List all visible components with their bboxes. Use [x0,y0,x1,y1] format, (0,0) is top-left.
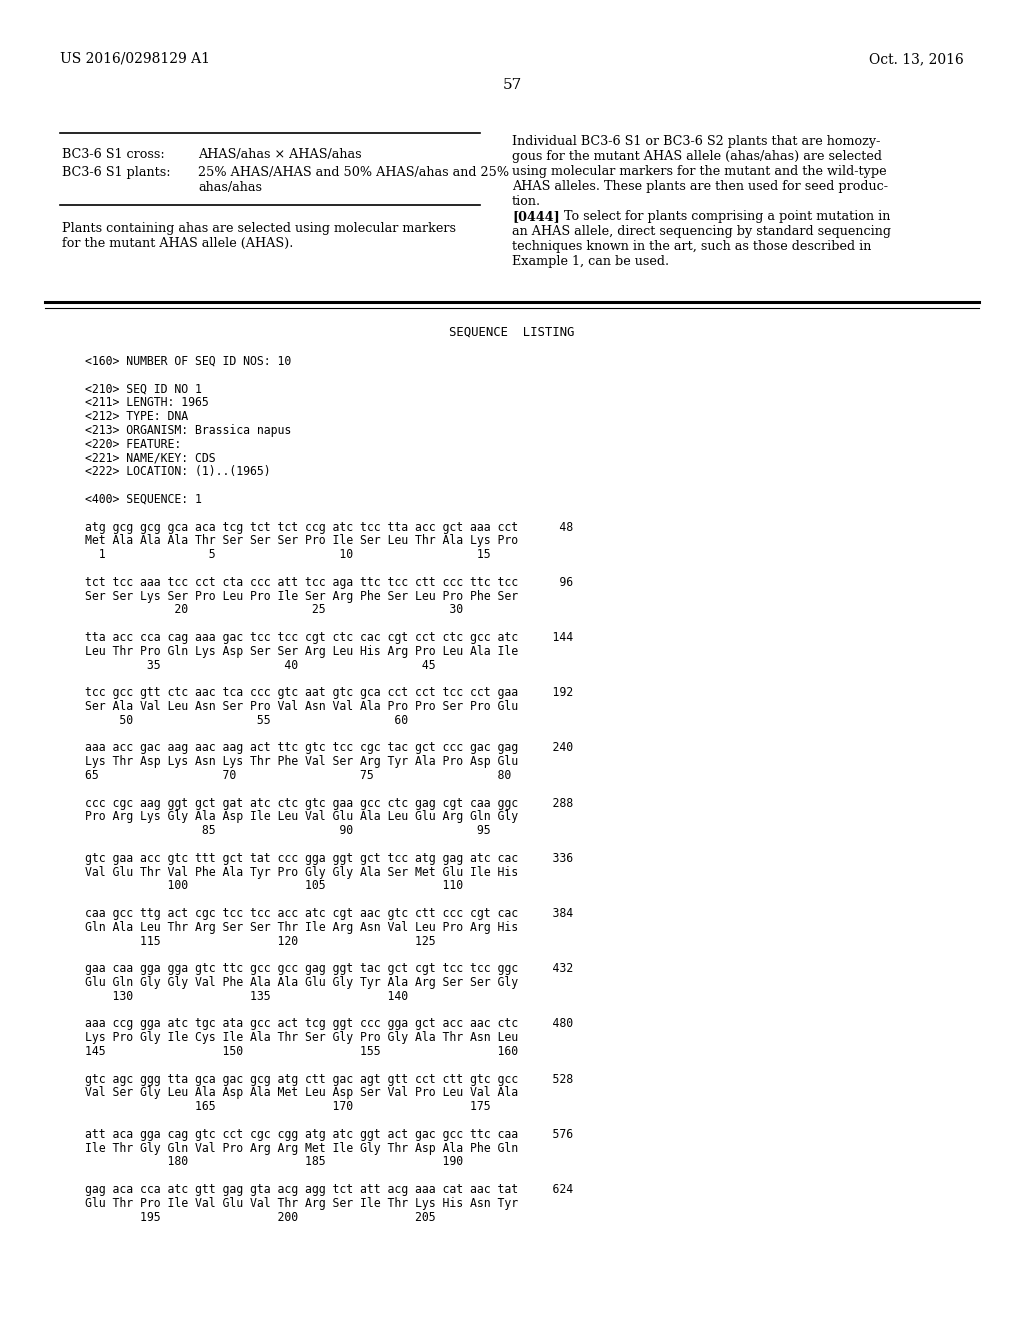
Text: 35                  40                  45: 35 40 45 [85,659,435,672]
Text: 57: 57 [503,78,521,92]
Text: tta acc cca cag aaa gac tcc tcc cgt ctc cac cgt cct ctc gcc atc     144: tta acc cca cag aaa gac tcc tcc cgt ctc … [85,631,573,644]
Text: <212> TYPE: DNA: <212> TYPE: DNA [85,411,188,424]
Text: 85                  90                  95: 85 90 95 [85,824,490,837]
Text: <222> LOCATION: (1)..(1965): <222> LOCATION: (1)..(1965) [85,466,270,478]
Text: 100                 105                 110: 100 105 110 [85,879,463,892]
Text: 20                  25                  30: 20 25 30 [85,603,463,616]
Text: AHAS alleles. These plants are then used for seed produc-: AHAS alleles. These plants are then used… [512,180,888,193]
Text: tcc gcc gtt ctc aac tca ccc gtc aat gtc gca cct cct tcc cct gaa     192: tcc gcc gtt ctc aac tca ccc gtc aat gtc … [85,686,573,700]
Text: <400> SEQUENCE: 1: <400> SEQUENCE: 1 [85,492,202,506]
Text: Val Glu Thr Val Phe Ala Tyr Pro Gly Gly Ala Ser Met Glu Ile His: Val Glu Thr Val Phe Ala Tyr Pro Gly Gly … [85,866,518,879]
Text: for the mutant AHAS allele (AHAS).: for the mutant AHAS allele (AHAS). [62,238,293,249]
Text: tct tcc aaa tcc cct cta ccc att tcc aga ttc tcc ctt ccc ttc tcc      96: tct tcc aaa tcc cct cta ccc att tcc aga … [85,576,573,589]
Text: <210> SEQ ID NO 1: <210> SEQ ID NO 1 [85,383,202,396]
Text: [0444]: [0444] [512,210,560,223]
Text: Ile Thr Gly Gln Val Pro Arg Arg Met Ile Gly Thr Asp Ala Phe Gln: Ile Thr Gly Gln Val Pro Arg Arg Met Ile … [85,1142,518,1155]
Text: Gln Ala Leu Thr Arg Ser Ser Thr Ile Arg Asn Val Leu Pro Arg His: Gln Ala Leu Thr Arg Ser Ser Thr Ile Arg … [85,921,518,933]
Text: gous for the mutant AHAS allele (ahas/ahas) are selected: gous for the mutant AHAS allele (ahas/ah… [512,150,882,162]
Text: US 2016/0298129 A1: US 2016/0298129 A1 [60,51,210,66]
Text: <160> NUMBER OF SEQ ID NOS: 10: <160> NUMBER OF SEQ ID NOS: 10 [85,355,291,368]
Text: Individual BC3-6 S1 or BC3-6 S2 plants that are homozy-: Individual BC3-6 S1 or BC3-6 S2 plants t… [512,135,881,148]
Text: gag aca cca atc gtt gag gta acg agg tct att acg aaa cat aac tat     624: gag aca cca atc gtt gag gta acg agg tct … [85,1183,573,1196]
Text: gaa caa gga gga gtc ttc gcc gcc gag ggt tac gct cgt tcc tcc ggc     432: gaa caa gga gga gtc ttc gcc gcc gag ggt … [85,962,573,975]
Text: Plants containing ahas are selected using molecular markers: Plants containing ahas are selected usin… [62,222,456,235]
Text: 65                  70                  75                  80: 65 70 75 80 [85,770,511,781]
Text: caa gcc ttg act cgc tcc tcc acc atc cgt aac gtc ctt ccc cgt cac     384: caa gcc ttg act cgc tcc tcc acc atc cgt … [85,907,573,920]
Text: Val Ser Gly Leu Ala Asp Ala Met Leu Asp Ser Val Pro Leu Val Ala: Val Ser Gly Leu Ala Asp Ala Met Leu Asp … [85,1086,518,1100]
Text: Ser Ser Lys Ser Pro Leu Pro Ile Ser Arg Phe Ser Leu Pro Phe Ser: Ser Ser Lys Ser Pro Leu Pro Ile Ser Arg … [85,590,518,603]
Text: To select for plants comprising a point mutation in: To select for plants comprising a point … [548,210,891,223]
Text: 180                 185                 190: 180 185 190 [85,1155,463,1168]
Text: Met Ala Ala Ala Thr Ser Ser Ser Pro Ile Ser Leu Thr Ala Lys Pro: Met Ala Ala Ala Thr Ser Ser Ser Pro Ile … [85,535,518,548]
Text: Pro Arg Lys Gly Ala Asp Ile Leu Val Glu Ala Leu Glu Arg Gln Gly: Pro Arg Lys Gly Ala Asp Ile Leu Val Glu … [85,810,518,824]
Text: 145                 150                 155                 160: 145 150 155 160 [85,1045,518,1059]
Text: 195                 200                 205: 195 200 205 [85,1210,435,1224]
Text: 1               5                  10                  15: 1 5 10 15 [85,548,490,561]
Text: using molecular markers for the mutant and the wild-type: using molecular markers for the mutant a… [512,165,887,178]
Text: BC3-6 S1 cross:: BC3-6 S1 cross: [62,148,165,161]
Text: gtc agc ggg tta gca gac gcg atg ctt gac agt gtt cct ctt gtc gcc     528: gtc agc ggg tta gca gac gcg atg ctt gac … [85,1073,573,1085]
Text: tion.: tion. [512,195,541,209]
Text: techniques known in the art, such as those described in: techniques known in the art, such as tho… [512,240,871,253]
Text: BC3-6 S1 plants:: BC3-6 S1 plants: [62,166,171,180]
Text: 115                 120                 125: 115 120 125 [85,935,435,948]
Text: <220> FEATURE:: <220> FEATURE: [85,438,181,451]
Text: Lys Thr Asp Lys Asn Lys Thr Phe Val Ser Arg Tyr Ala Pro Asp Glu: Lys Thr Asp Lys Asn Lys Thr Phe Val Ser … [85,755,518,768]
Text: AHAS/ahas × AHAS/ahas: AHAS/ahas × AHAS/ahas [198,148,361,161]
Text: ccc cgc aag ggt gct gat atc ctc gtc gaa gcc ctc gag cgt caa ggc     288: ccc cgc aag ggt gct gat atc ctc gtc gaa … [85,796,573,809]
Text: 130                 135                 140: 130 135 140 [85,990,409,1003]
Text: Lys Pro Gly Ile Cys Ile Ala Thr Ser Gly Pro Gly Ala Thr Asn Leu: Lys Pro Gly Ile Cys Ile Ala Thr Ser Gly … [85,1031,518,1044]
Text: Ser Ala Val Leu Asn Ser Pro Val Asn Val Ala Pro Pro Ser Pro Glu: Ser Ala Val Leu Asn Ser Pro Val Asn Val … [85,700,518,713]
Text: <213> ORGANISM: Brassica napus: <213> ORGANISM: Brassica napus [85,424,291,437]
Text: 25% AHAS/AHAS and 50% AHAS/ahas and 25%: 25% AHAS/AHAS and 50% AHAS/ahas and 25% [198,166,509,180]
Text: 165                 170                 175: 165 170 175 [85,1100,490,1113]
Text: Leu Thr Pro Gln Lys Asp Ser Ser Arg Leu His Arg Pro Leu Ala Ile: Leu Thr Pro Gln Lys Asp Ser Ser Arg Leu … [85,644,518,657]
Text: Example 1, can be used.: Example 1, can be used. [512,255,669,268]
Text: an AHAS allele, direct sequencing by standard sequencing: an AHAS allele, direct sequencing by sta… [512,224,891,238]
Text: 50                  55                  60: 50 55 60 [85,714,409,727]
Text: ahas/ahas: ahas/ahas [198,181,262,194]
Text: <211> LENGTH: 1965: <211> LENGTH: 1965 [85,396,209,409]
Text: aaa acc gac aag aac aag act ttc gtc tcc cgc tac gct ccc gac gag     240: aaa acc gac aag aac aag act ttc gtc tcc … [85,742,573,755]
Text: att aca gga cag gtc cct cgc cgg atg atc ggt act gac gcc ttc caa     576: att aca gga cag gtc cct cgc cgg atg atc … [85,1127,573,1140]
Text: SEQUENCE  LISTING: SEQUENCE LISTING [450,326,574,339]
Text: Glu Gln Gly Gly Val Phe Ala Ala Glu Gly Tyr Ala Arg Ser Ser Gly: Glu Gln Gly Gly Val Phe Ala Ala Glu Gly … [85,975,518,989]
Text: Glu Thr Pro Ile Val Glu Val Thr Arg Ser Ile Thr Lys His Asn Tyr: Glu Thr Pro Ile Val Glu Val Thr Arg Ser … [85,1197,518,1210]
Text: <221> NAME/KEY: CDS: <221> NAME/KEY: CDS [85,451,216,465]
Text: atg gcg gcg gca aca tcg tct tct ccg atc tcc tta acc gct aaa cct      48: atg gcg gcg gca aca tcg tct tct ccg atc … [85,520,573,533]
Text: Oct. 13, 2016: Oct. 13, 2016 [869,51,964,66]
Text: gtc gaa acc gtc ttt gct tat ccc gga ggt gct tcc atg gag atc cac     336: gtc gaa acc gtc ttt gct tat ccc gga ggt … [85,851,573,865]
Text: aaa ccg gga atc tgc ata gcc act tcg ggt ccc gga gct acc aac ctc     480: aaa ccg gga atc tgc ata gcc act tcg ggt … [85,1018,573,1031]
